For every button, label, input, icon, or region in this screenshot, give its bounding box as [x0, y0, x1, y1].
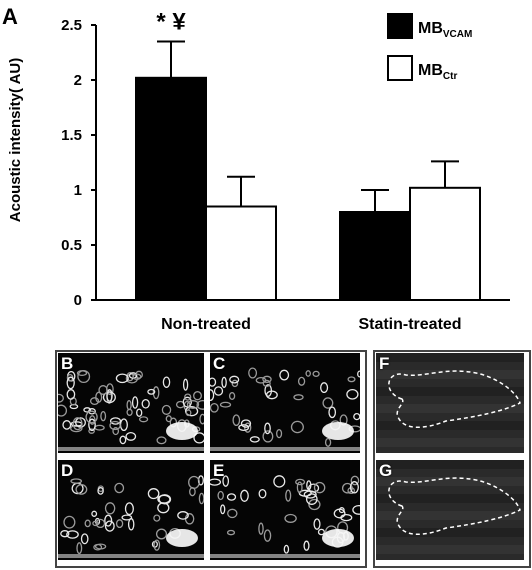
legend-label-subscript: Ctr: [443, 71, 458, 82]
y-tick-label: 2: [74, 72, 82, 89]
panel-label-d: D: [61, 461, 74, 480]
ultrasound-texture: [376, 460, 524, 560]
ultrasound-image-e: E: [210, 460, 360, 560]
bars: * ¥: [135, 9, 481, 301]
panel-label-a: A: [2, 4, 18, 29]
ultrasound-image-f: F: [376, 353, 524, 453]
ultrasound-texture: [58, 475, 204, 558]
ultrasound-image-c: C: [210, 353, 360, 453]
region-outline: [388, 370, 521, 428]
bar: [339, 211, 411, 301]
legend: MBVCAM MBCtr: [387, 13, 472, 82]
bar-chart: Acoustic intensity( AU) 0 0.5 1 1.5 2 2.5 Non-…: [7, 9, 510, 333]
y-tick-label: 0: [74, 292, 82, 309]
y-axis-label: Acoustic intensity( AU): [7, 58, 24, 222]
legend-swatch: [387, 55, 413, 81]
ultrasound-image-d: D: [58, 460, 204, 560]
bar: [135, 76, 207, 301]
ultrasound-texture: [210, 475, 360, 558]
bar: [205, 205, 277, 301]
x-category-label: Statin-treated: [358, 316, 461, 333]
y-tick-label: 1: [74, 182, 82, 199]
legend-label-subscript: VCAM: [443, 29, 472, 40]
y-tick-label: 0.5: [61, 237, 82, 254]
panel-label-c: C: [213, 354, 226, 373]
ultrasound-texture: [210, 367, 360, 451]
y-tick-label: 2.5: [61, 17, 82, 34]
panel-label-b: B: [61, 354, 74, 373]
bar: [409, 186, 481, 301]
ultrasound-image-b: B: [58, 353, 204, 453]
x-category-label: Non-treated: [161, 316, 251, 333]
panel-label-g: G: [379, 461, 393, 480]
legend-swatch: [387, 13, 413, 39]
ultrasound-image-g: G: [376, 460, 524, 560]
y-tick-label: 1.5: [61, 127, 82, 144]
ultrasound-texture: [58, 369, 204, 451]
axes: 0 0.5 1 1.5 2 2.5 Non-treated Statin-treated: [61, 17, 510, 333]
ultrasound-texture: [376, 353, 524, 453]
significance-marker: * ¥: [156, 9, 186, 36]
region-outline: [388, 477, 521, 535]
panel-label-f: F: [379, 354, 390, 373]
legend-label: MBCtr: [418, 62, 457, 82]
panel-label-e: E: [213, 461, 225, 480]
legend-label: MBVCAM: [418, 20, 472, 40]
